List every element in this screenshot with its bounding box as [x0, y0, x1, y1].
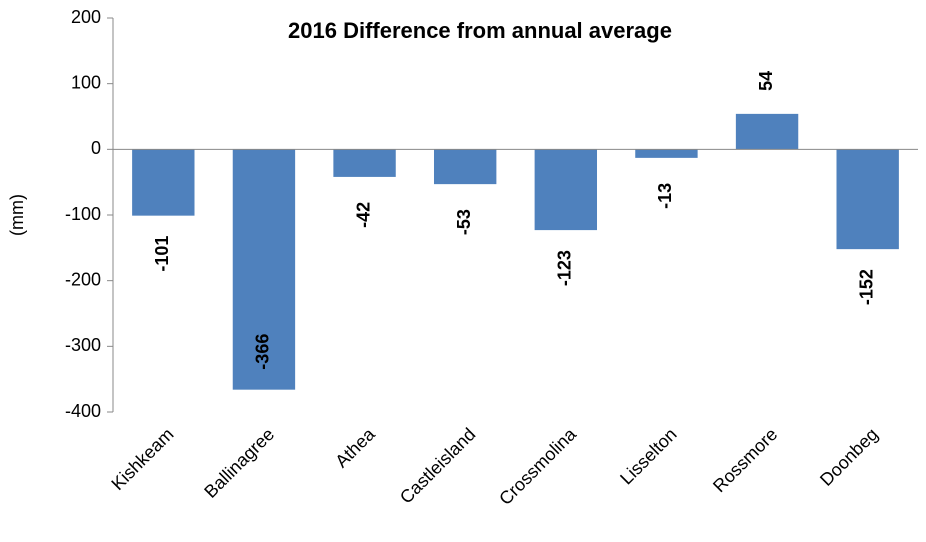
data-label: -152 — [856, 269, 876, 305]
data-label: -101 — [152, 236, 172, 272]
chart-title: 2016 Difference from annual average — [288, 18, 672, 43]
bar — [534, 149, 598, 231]
y-tick-label: -100 — [65, 204, 101, 224]
bar — [836, 149, 899, 250]
x-tick-label: Kishkeam — [107, 424, 177, 494]
y-axis-label: (mm) — [7, 194, 27, 236]
data-label: -53 — [454, 209, 474, 235]
y-tick-label: 200 — [71, 7, 101, 27]
x-tick-label: Crossmolina — [495, 423, 581, 509]
y-tick-label: 0 — [91, 138, 101, 158]
data-label: -13 — [655, 183, 675, 209]
bar — [333, 149, 396, 177]
x-tick-label: Ballinagree — [200, 424, 278, 502]
x-tick-label: Lisselton — [616, 424, 680, 488]
x-tick-label: Rossmore — [709, 424, 781, 496]
data-label: -42 — [353, 202, 373, 228]
x-tick-label: Doonbeg — [816, 424, 882, 490]
data-label: -366 — [253, 334, 273, 370]
y-tick-label: 100 — [71, 72, 101, 92]
x-tick-label: Castleisland — [396, 424, 479, 507]
y-tick-label: -200 — [65, 269, 101, 289]
bar — [232, 149, 296, 390]
bar — [132, 149, 195, 216]
bar — [433, 149, 497, 185]
data-label: -123 — [555, 250, 575, 286]
y-tick-label: -300 — [65, 335, 101, 355]
data-label: 54 — [756, 71, 776, 91]
bar — [735, 113, 799, 150]
x-tick-label: Athea — [331, 423, 379, 471]
y-tick-label: -400 — [65, 401, 101, 421]
bar — [635, 149, 698, 158]
